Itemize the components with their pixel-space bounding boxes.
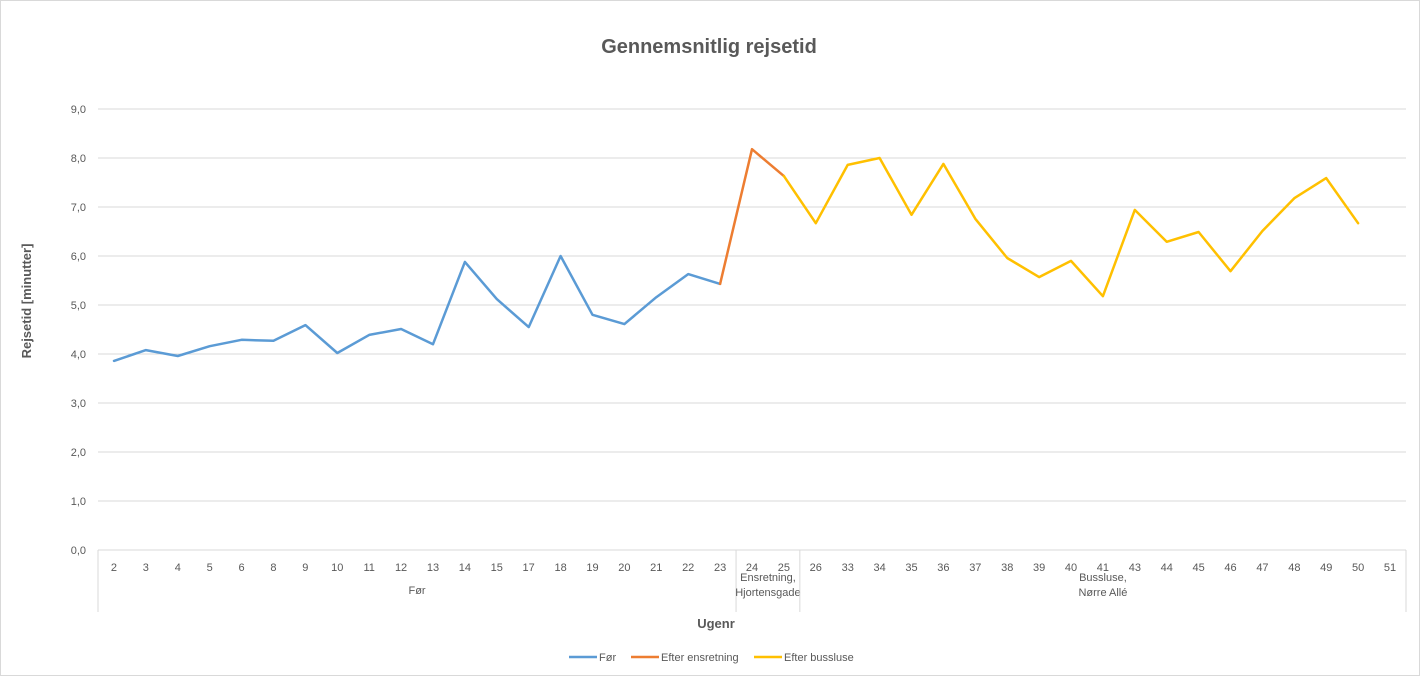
y-axis-label: Rejsetid [minutter]: [19, 244, 34, 359]
x-tick-label: 48: [1288, 562, 1300, 574]
x-axis-label: Ugenr: [697, 616, 735, 631]
y-tick-label: 8,0: [71, 153, 86, 165]
y-tick-label: 0,0: [71, 545, 86, 557]
x-tick-label: 19: [586, 562, 598, 574]
x-tick-label: 44: [1161, 562, 1173, 574]
x-tick-label: 33: [842, 562, 854, 574]
group-label: Hjortensgade: [735, 587, 800, 599]
legend-label: Efter bussluse: [784, 652, 854, 664]
x-tick-label: 6: [238, 562, 244, 574]
x-tick-label: 11: [363, 562, 374, 574]
x-tick-label: 13: [427, 562, 439, 574]
series-line: [720, 149, 784, 284]
x-tick-label: 5: [207, 562, 213, 574]
x-tick-label: 38: [1001, 562, 1013, 574]
group-label: Nørre Allé: [1078, 587, 1127, 599]
x-tick-label: 9: [302, 562, 308, 574]
x-tick-label: 12: [395, 562, 407, 574]
group-label: Ensretning,: [740, 572, 796, 584]
x-tick-label: 36: [937, 562, 949, 574]
x-tick-label: 17: [523, 562, 535, 574]
x-tick-label: 45: [1193, 562, 1205, 574]
x-tick-label: 26: [810, 562, 822, 574]
x-tick-label: 15: [491, 562, 503, 574]
x-tick-label: 3: [143, 562, 149, 574]
y-tick-label: 6,0: [71, 251, 86, 263]
legend-label: Efter ensretning: [661, 652, 739, 664]
x-tick-label: 51: [1384, 562, 1396, 574]
y-tick-label: 9,0: [71, 104, 86, 116]
group-label: Før: [408, 585, 425, 597]
y-tick-label: 5,0: [71, 300, 86, 312]
x-tick-label: 50: [1352, 562, 1364, 574]
x-tick-label: 10: [331, 562, 343, 574]
y-tick-label: 2,0: [71, 447, 86, 459]
x-tick-label: 37: [969, 562, 981, 574]
x-tick-label: 2: [111, 562, 117, 574]
x-tick-label: 21: [650, 562, 662, 574]
x-tick-label: 39: [1033, 562, 1045, 574]
x-tick-label: 23: [714, 562, 726, 574]
x-tick-label: 14: [459, 562, 471, 574]
y-tick-label: 1,0: [71, 496, 86, 508]
series-line: [114, 256, 720, 361]
y-tick-label: 3,0: [71, 398, 86, 410]
group-label: Bussluse,: [1079, 572, 1127, 584]
x-tick-label: 40: [1065, 562, 1077, 574]
y-tick-label: 7,0: [71, 202, 86, 214]
x-tick-label: 49: [1320, 562, 1332, 574]
x-tick-label: 20: [618, 562, 630, 574]
series-line: [784, 158, 1358, 296]
x-tick-label: 43: [1129, 562, 1141, 574]
legend-label: Før: [599, 652, 616, 664]
x-tick-label: 35: [905, 562, 917, 574]
chart-title: Gennemsnitlig rejsetid: [601, 36, 817, 58]
x-tick-label: 34: [873, 562, 885, 574]
x-tick-label: 4: [175, 562, 181, 574]
x-tick-label: 46: [1224, 562, 1236, 574]
x-tick-label: 47: [1256, 562, 1268, 574]
x-tick-label: 22: [682, 562, 694, 574]
x-tick-label: 18: [554, 562, 566, 574]
x-tick-label: 8: [270, 562, 276, 574]
y-tick-label: 4,0: [71, 349, 86, 361]
